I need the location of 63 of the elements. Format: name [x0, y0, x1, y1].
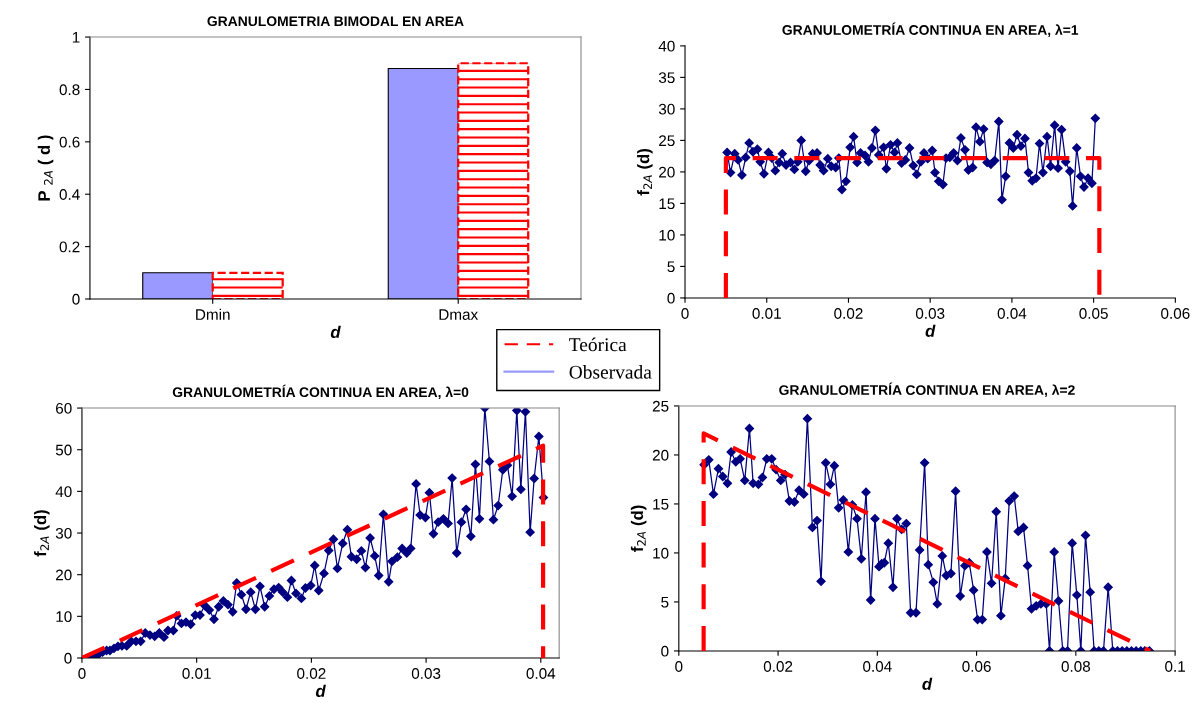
y-tick-label: 0.2 [59, 241, 80, 253]
y-axis-title: f$_{2A}$ (d) [637, 149, 653, 196]
x-tick-label: 0.04 [997, 308, 1027, 319]
y-axis-title: f$_{2A}$ (d) [34, 510, 50, 557]
x-tick-label: 0.02 [297, 668, 326, 679]
y-tick-label: 0 [72, 293, 80, 305]
chart-title: GRANULOMETRIA BIMODAL EN AREA [207, 16, 464, 27]
chart-title: GRANULOMETRÍA CONTINUA EN AREA, λ=1 [782, 22, 1079, 37]
y-tick-label: 60 [56, 402, 72, 414]
y-tick-label: 0 [667, 292, 675, 304]
y-tick-label: 10 [659, 229, 675, 241]
x-tick-label: 0.04 [526, 668, 556, 679]
x-tick-label: Dmax [439, 309, 479, 320]
y-tick-label: 30 [55, 527, 72, 539]
y-tick-label: 0.8 [59, 84, 80, 96]
y-tick-label: 0.6 [59, 136, 80, 148]
x-tick-label: 0 [675, 661, 683, 672]
y-tick-label: 15 [653, 498, 669, 510]
y-tick-label: 25 [652, 400, 669, 412]
y-tick-label: 1 [72, 32, 80, 43]
y-axis-title: P $_{2A}$ ( d ) [37, 135, 54, 201]
y-tick-label: 40 [55, 486, 72, 498]
y-tick-label: 0.4 [59, 189, 80, 200]
bar [211, 271, 284, 299]
x-axis-title: d [330, 325, 341, 338]
y-tick-label: 10 [653, 547, 669, 559]
y-tick-label: 30 [658, 103, 675, 115]
x-tick-label: 0.06 [962, 661, 991, 672]
x-tick-label: 0.06 [1161, 308, 1190, 319]
x-axis-title: d [925, 324, 936, 337]
y-tick-label: 20 [652, 449, 669, 461]
y-tick-label: 5 [661, 596, 669, 608]
x-tick-label: 0.01 [182, 668, 211, 679]
y-axis-title: f$_{2A}$ (d) [630, 505, 647, 552]
x-tick-label: 0.04 [863, 661, 892, 672]
y-tick-label: 20 [659, 166, 675, 178]
x-tick-label: 0.05 [1079, 308, 1108, 319]
x-tick-label: 0 [681, 308, 689, 319]
x-tick-label: 0.02 [763, 661, 793, 672]
y-tick-label: 0 [64, 652, 72, 664]
y-tick-label: 25 [659, 135, 675, 147]
x-tick-label: 0.01 [752, 308, 781, 319]
y-tick-label: 0 [661, 645, 669, 657]
y-tick-label: 20 [56, 569, 72, 581]
y-tick-label: 35 [658, 72, 675, 84]
y-tick-label: 5 [667, 261, 675, 273]
text: Teórica [569, 337, 627, 352]
x-tick-label: 0.02 [834, 308, 863, 319]
x-tick-label: 0.03 [915, 308, 945, 319]
x-tick-label: 0.03 [411, 668, 441, 679]
x-tick-label: Dmin [196, 308, 230, 320]
chart-title: GRANULOMETRÍA CONTINUA EN AREA, λ=0 [172, 384, 469, 400]
y-tick-label: 40 [658, 40, 675, 52]
legend-label: Observada [569, 365, 652, 379]
chart-title: GRANULOMETRÍA CONTINUA EN AREA, λ=2 [779, 382, 1075, 397]
y-tick-label: 10 [56, 611, 72, 623]
y-tick-label: 15 [659, 198, 675, 210]
x-axis-title: d [922, 677, 933, 690]
y-tick-label: 50 [55, 444, 72, 456]
x-tick-label: 0.08 [1061, 661, 1091, 672]
x-axis-title: d [315, 684, 326, 697]
x-tick-label: 0.1 [1165, 661, 1185, 672]
bar [457, 62, 530, 299]
